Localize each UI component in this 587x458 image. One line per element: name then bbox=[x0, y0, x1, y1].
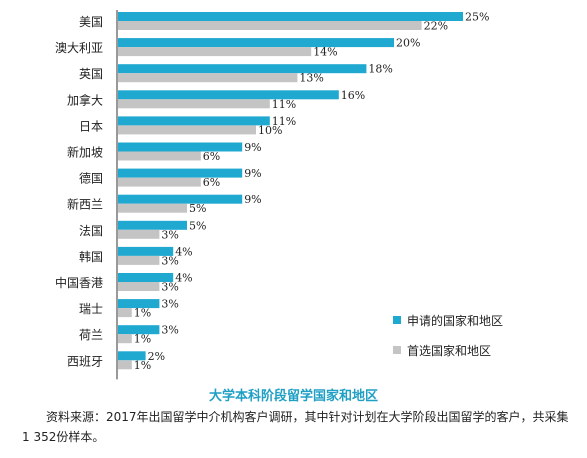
bar-applied bbox=[118, 38, 394, 48]
bar-applied bbox=[118, 90, 339, 100]
bar-applied bbox=[118, 351, 146, 361]
bar-preferred bbox=[118, 308, 132, 318]
bar-applied bbox=[118, 116, 270, 126]
bar-applied bbox=[118, 220, 187, 230]
bar-applied bbox=[118, 142, 243, 152]
value-label-preferred: 14% bbox=[313, 46, 337, 59]
value-label-preferred: 1% bbox=[134, 307, 151, 320]
category-label: 德国 bbox=[79, 171, 103, 186]
bar-preferred bbox=[118, 99, 270, 109]
category-label: 瑞士 bbox=[79, 302, 103, 316]
value-label-preferred: 6% bbox=[203, 150, 220, 163]
value-label-preferred: 1% bbox=[134, 333, 151, 346]
bar-preferred bbox=[118, 177, 201, 187]
category-label: 澳大利亚 bbox=[55, 41, 103, 55]
bar-chart: 美国 25% 22% 澳大利亚 20% 14% 英国 18% 13% 加拿大 16% 11% 日本 11%… bbox=[55, 10, 489, 380]
category-label: 美国 bbox=[79, 15, 103, 29]
legend-label-preferred: 首选国家和地区 bbox=[407, 343, 492, 358]
bar-applied bbox=[118, 299, 160, 309]
bar-preferred bbox=[118, 47, 312, 57]
category-label: 新加坡 bbox=[67, 145, 103, 160]
bar-preferred bbox=[118, 73, 298, 83]
value-label-applied: 9% bbox=[244, 193, 261, 206]
value-label-preferred: 10% bbox=[258, 124, 282, 137]
legend: 申请的国家和地区 首选国家和地区 bbox=[393, 312, 503, 372]
value-label-preferred: 3% bbox=[161, 281, 178, 294]
category-label: 新西兰 bbox=[67, 197, 103, 212]
value-label-applied: 25% bbox=[465, 11, 489, 24]
bar-applied bbox=[118, 273, 174, 282]
category-label: 英国 bbox=[79, 67, 103, 81]
bar-preferred bbox=[118, 203, 187, 213]
value-label-applied: 4% bbox=[175, 272, 192, 285]
value-label-preferred: 13% bbox=[299, 72, 323, 85]
value-label-applied: 11% bbox=[272, 115, 296, 128]
legend-swatch-applied bbox=[393, 316, 401, 324]
bar-preferred bbox=[118, 334, 132, 344]
value-label-preferred: 1% bbox=[134, 359, 151, 372]
bar-preferred bbox=[118, 229, 160, 239]
value-label-applied: 18% bbox=[368, 63, 392, 76]
chart-title: 大学本科阶段留学国家和地区 bbox=[208, 389, 378, 404]
category-label: 日本 bbox=[79, 119, 103, 133]
bar-applied bbox=[118, 194, 243, 204]
source-note: 资料来源：2017年出国留学中介机构客户调研，其中针对计划在大学阶段出国留学的客… bbox=[22, 410, 569, 444]
value-label-applied: 20% bbox=[396, 37, 420, 50]
value-label-applied: 3% bbox=[161, 298, 178, 311]
value-label-preferred: 11% bbox=[272, 98, 296, 111]
bar-applied bbox=[118, 168, 243, 178]
category-label: 荷兰 bbox=[79, 328, 103, 342]
bar-preferred bbox=[118, 255, 160, 265]
value-label-preferred: 3% bbox=[161, 228, 178, 241]
value-label-preferred: 6% bbox=[203, 176, 220, 189]
value-label-applied: 5% bbox=[189, 219, 206, 232]
bar-preferred bbox=[118, 282, 160, 291]
bar-preferred bbox=[118, 360, 132, 370]
legend-item-preferred: 首选国家和地区 bbox=[393, 342, 503, 358]
value-label-preferred: 22% bbox=[424, 20, 448, 33]
legend-swatch-preferred bbox=[393, 346, 401, 354]
value-label-applied: 3% bbox=[161, 324, 178, 337]
bar-preferred bbox=[118, 151, 201, 161]
bar-applied bbox=[118, 12, 463, 21]
bar-applied bbox=[118, 246, 174, 256]
category-label: 法国 bbox=[79, 224, 103, 238]
value-label-applied: 16% bbox=[341, 89, 365, 102]
bar-preferred bbox=[118, 21, 422, 30]
value-label-applied: 2% bbox=[148, 350, 165, 363]
bar-applied bbox=[118, 64, 367, 74]
category-label: 西班牙 bbox=[67, 354, 103, 368]
value-label-applied: 9% bbox=[244, 167, 261, 180]
value-label-preferred: 3% bbox=[161, 254, 178, 267]
legend-item-applied: 申请的国家和地区 bbox=[393, 312, 503, 328]
category-label: 加拿大 bbox=[67, 92, 103, 107]
bar-applied bbox=[118, 325, 160, 335]
value-label-preferred: 5% bbox=[189, 202, 206, 215]
category-label: 韩国 bbox=[79, 249, 103, 264]
category-label: 中国香港 bbox=[55, 275, 103, 290]
legend-label-applied: 申请的国家和地区 bbox=[407, 313, 504, 328]
value-label-applied: 9% bbox=[244, 141, 261, 154]
value-label-applied: 4% bbox=[175, 245, 192, 258]
bar-preferred bbox=[118, 125, 256, 135]
